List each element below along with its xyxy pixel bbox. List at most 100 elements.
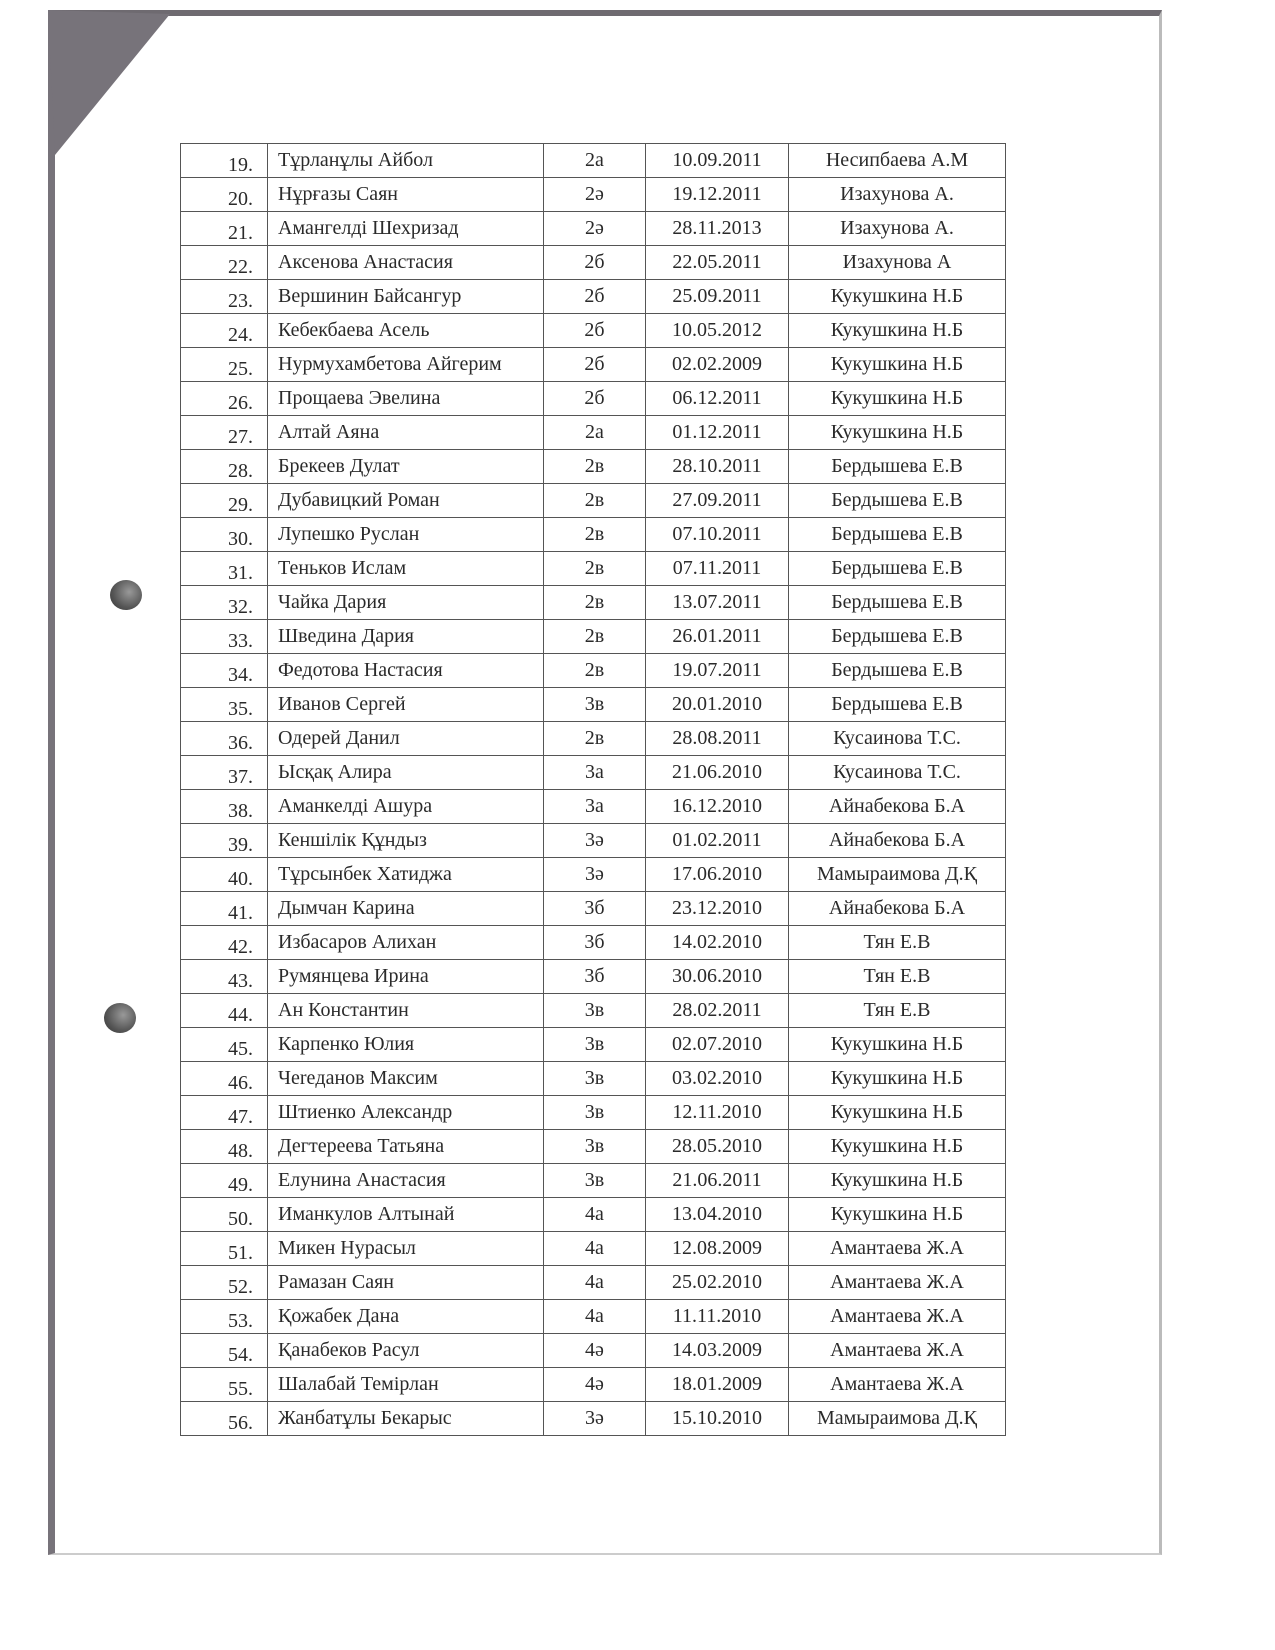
row-number: 41. [180, 891, 268, 926]
student-name: Рамазан Саян [267, 1265, 544, 1300]
student-name: Елунина Анастасия [267, 1163, 544, 1198]
teacher-name: Кукушкина Н.Б [788, 1129, 1006, 1164]
birth-date: 12.08.2009 [645, 1231, 789, 1266]
row-number: 33. [180, 619, 268, 654]
row-number: 31. [180, 551, 268, 586]
row-number: 29. [180, 483, 268, 518]
birth-date: 18.01.2009 [645, 1367, 789, 1402]
table-row: 48. Дегтереева Татьяна 3в 28.05.2010 Кукушки… [180, 1129, 1006, 1164]
student-name: Избасаров Алихан [267, 925, 544, 960]
row-number: 19. [180, 143, 268, 178]
row-number: 30. [180, 517, 268, 552]
teacher-name: Кукушкина Н.Б [788, 313, 1006, 348]
birth-date: 19.07.2011 [645, 653, 789, 688]
teacher-name: Бердышева Е.В [788, 551, 1006, 586]
table-row: 21. Амангелді Шехризад 2ә 28.11.2013 Изахуно… [180, 211, 1006, 246]
student-name: Федотова Настасия [267, 653, 544, 688]
class-name: 2в [543, 517, 646, 552]
student-name: Брекеев Дулат [267, 449, 544, 484]
teacher-name: Кукушкина Н.Б [788, 1061, 1006, 1096]
student-name: Румянцева Ирина [267, 959, 544, 994]
birth-date: 26.01.2011 [645, 619, 789, 654]
row-number: 48. [180, 1129, 268, 1164]
birth-date: 10.05.2012 [645, 313, 789, 348]
teacher-name: Кукушкина Н.Б [788, 415, 1006, 450]
student-name: Қожабек Дана [267, 1299, 544, 1334]
class-name: 2в [543, 551, 646, 586]
row-number: 37. [180, 755, 268, 790]
birth-date: 28.02.2011 [645, 993, 789, 1028]
class-name: 3в [543, 1061, 646, 1096]
teacher-name: Мамыраимова Д.Қ [788, 857, 1006, 892]
student-name: Прощаева Эвелина [267, 381, 544, 416]
class-name: 3б [543, 959, 646, 994]
table-row: 46. Чereданов Максим 3в 03.02.2010 Кукушкина… [180, 1061, 1006, 1096]
birth-date: 23.12.2010 [645, 891, 789, 926]
teacher-name: Бердышева Е.В [788, 449, 1006, 484]
teacher-name: Изахунова А. [788, 211, 1006, 246]
student-name: Штиенко Александр [267, 1095, 544, 1130]
class-name: 3в [543, 1163, 646, 1198]
row-number: 43. [180, 959, 268, 994]
class-name: 3б [543, 925, 646, 960]
table-row: 25. Нурмухамбетова Айгерим 2б 02.02.2009 Кук… [180, 347, 1006, 382]
student-name: Кеншілік Құндыз [267, 823, 544, 858]
row-number: 32. [180, 585, 268, 620]
student-name: Алтай Аяна [267, 415, 544, 450]
teacher-name: Кусаинова Т.С. [788, 721, 1006, 756]
birth-date: 03.02.2010 [645, 1061, 789, 1096]
class-name: 2в [543, 483, 646, 518]
table-row: 32. Чайка Дария 2в 13.07.2011 Бердышева Е.В [180, 585, 1006, 620]
student-name: Иманкулов Алтынай [267, 1197, 544, 1232]
table-row: 24. Кебекбаева Асель 2б 10.05.2012 Кукушкина… [180, 313, 1006, 348]
class-name: 2а [543, 143, 646, 178]
table-row: 39. Кеншілік Құндыз 3ә 01.02.2011 Айнабекова… [180, 823, 1006, 858]
student-name: Жанбатұлы Бекарыс [267, 1401, 544, 1436]
class-name: 4ә [543, 1367, 646, 1402]
table-row: 20. Нұрғазы Саян 2ә 19.12.2011 Изахунова А. [180, 177, 1006, 212]
class-name: 2ә [543, 211, 646, 246]
birth-date: 06.12.2011 [645, 381, 789, 416]
teacher-name: Кукушкина Н.Б [788, 279, 1006, 314]
class-name: 4ә [543, 1333, 646, 1368]
birth-date: 28.10.2011 [645, 449, 789, 484]
birth-date: 25.09.2011 [645, 279, 789, 314]
class-name: 2б [543, 347, 646, 382]
table-row: 34. Федотова Настасия 2в 19.07.2011 Бердышев… [180, 653, 1006, 688]
row-number: 42. [180, 925, 268, 960]
teacher-name: Бердышева Е.В [788, 483, 1006, 518]
student-name: Аксенова Анастасия [267, 245, 544, 280]
birth-date: 30.06.2010 [645, 959, 789, 994]
birth-date: 01.02.2011 [645, 823, 789, 858]
teacher-name: Тян Е.В [788, 925, 1006, 960]
row-number: 54. [180, 1333, 268, 1368]
teacher-name: Айнабекова Б.А [788, 789, 1006, 824]
class-name: 2а [543, 415, 646, 450]
row-number: 40. [180, 857, 268, 892]
teacher-name: Бердышева Е.В [788, 517, 1006, 552]
class-name: 4а [543, 1265, 646, 1300]
student-name: Одерей Данил [267, 721, 544, 756]
class-name: 2ә [543, 177, 646, 212]
teacher-name: Бердышева Е.В [788, 653, 1006, 688]
punch-hole [104, 1003, 136, 1033]
teacher-name: Изахунова А. [788, 177, 1006, 212]
class-name: 4а [543, 1299, 646, 1334]
class-name: 2в [543, 619, 646, 654]
scan-border [48, 10, 1162, 1555]
table-row: 22. Аксенова Анастасия 2б 22.05.2011 Изахуно… [180, 245, 1006, 280]
table-row: 28. Брекеев Дулат 2в 28.10.2011 Бердышева Е.… [180, 449, 1006, 484]
class-name: 2в [543, 449, 646, 484]
student-name: Амангелді Шехризад [267, 211, 544, 246]
class-name: 3ә [543, 1401, 646, 1436]
row-number: 27. [180, 415, 268, 450]
table-row: 35. Иванов Сергей 3в 20.01.2010 Бердышева Е.… [180, 687, 1006, 722]
class-name: 2б [543, 245, 646, 280]
punch-hole [110, 580, 142, 610]
student-name: Кебекбаева Асель [267, 313, 544, 348]
table-row: 41. Дымчан Карина 3б 23.12.2010 Айнабекова Б… [180, 891, 1006, 926]
birth-date: 25.02.2010 [645, 1265, 789, 1300]
student-name: Тұрланұлы Айбол [267, 143, 544, 178]
row-number: 47. [180, 1095, 268, 1130]
teacher-name: Амантаева Ж.А [788, 1265, 1006, 1300]
